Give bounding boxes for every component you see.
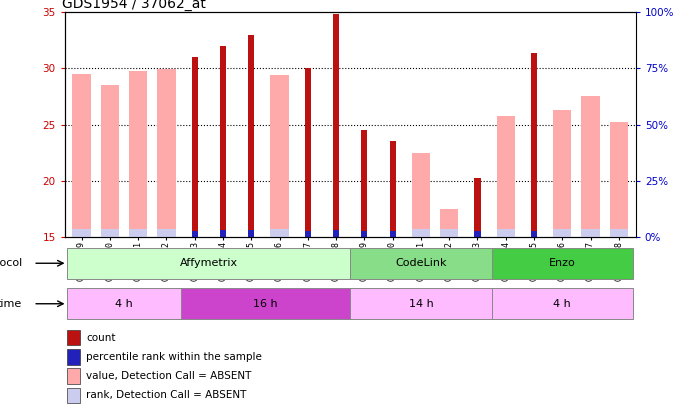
Bar — [271, 75, 289, 237]
Bar — [101, 229, 119, 237]
Bar — [581, 229, 600, 237]
Bar — [350, 248, 492, 279]
Bar — [350, 288, 492, 319]
Text: CodeLink: CodeLink — [395, 258, 447, 268]
Bar — [553, 229, 571, 237]
Bar — [248, 230, 254, 237]
Bar — [67, 369, 80, 384]
Text: count: count — [86, 333, 116, 343]
Bar — [440, 209, 458, 237]
Bar — [390, 231, 396, 237]
Bar — [72, 229, 90, 237]
Bar — [531, 231, 537, 237]
Text: time: time — [0, 299, 22, 309]
Bar — [361, 231, 367, 237]
Bar — [553, 110, 571, 237]
Bar — [101, 85, 119, 237]
Bar — [67, 288, 180, 319]
Bar — [220, 46, 226, 237]
Bar — [180, 288, 350, 319]
Bar — [496, 115, 515, 237]
Bar — [67, 349, 80, 364]
Text: 4 h: 4 h — [115, 299, 133, 309]
Bar — [220, 230, 226, 237]
Bar — [192, 57, 198, 237]
Bar — [496, 229, 515, 237]
Text: Enzo: Enzo — [549, 258, 576, 268]
Bar — [67, 248, 350, 279]
Bar — [475, 231, 481, 237]
Bar — [333, 230, 339, 237]
Bar — [610, 229, 628, 237]
Bar — [305, 68, 311, 237]
Text: 4 h: 4 h — [554, 299, 571, 309]
Bar — [531, 53, 537, 237]
Bar — [411, 229, 430, 237]
Text: rank, Detection Call = ABSENT: rank, Detection Call = ABSENT — [86, 390, 247, 401]
Bar — [610, 122, 628, 237]
Text: 16 h: 16 h — [253, 299, 277, 309]
Bar — [271, 229, 289, 237]
Bar — [475, 179, 481, 237]
Bar — [492, 248, 633, 279]
Bar — [411, 153, 430, 237]
Bar — [67, 330, 80, 345]
Bar — [192, 231, 198, 237]
Bar — [440, 229, 458, 237]
Bar — [390, 141, 396, 237]
Bar — [157, 70, 175, 237]
Text: Affymetrix: Affymetrix — [180, 258, 238, 268]
Bar — [333, 15, 339, 237]
Bar — [129, 229, 148, 237]
Bar — [248, 35, 254, 237]
Text: value, Detection Call = ABSENT: value, Detection Call = ABSENT — [86, 371, 252, 381]
Bar — [492, 288, 633, 319]
Bar — [72, 74, 90, 237]
Bar — [581, 96, 600, 237]
Bar — [305, 231, 311, 237]
Text: 14 h: 14 h — [409, 299, 433, 309]
Text: percentile rank within the sample: percentile rank within the sample — [86, 352, 262, 362]
Bar — [129, 70, 148, 237]
Text: GDS1954 / 37062_at: GDS1954 / 37062_at — [62, 0, 205, 11]
Text: protocol: protocol — [0, 258, 22, 268]
Bar — [67, 388, 80, 403]
Bar — [157, 229, 175, 237]
Bar — [361, 130, 367, 237]
